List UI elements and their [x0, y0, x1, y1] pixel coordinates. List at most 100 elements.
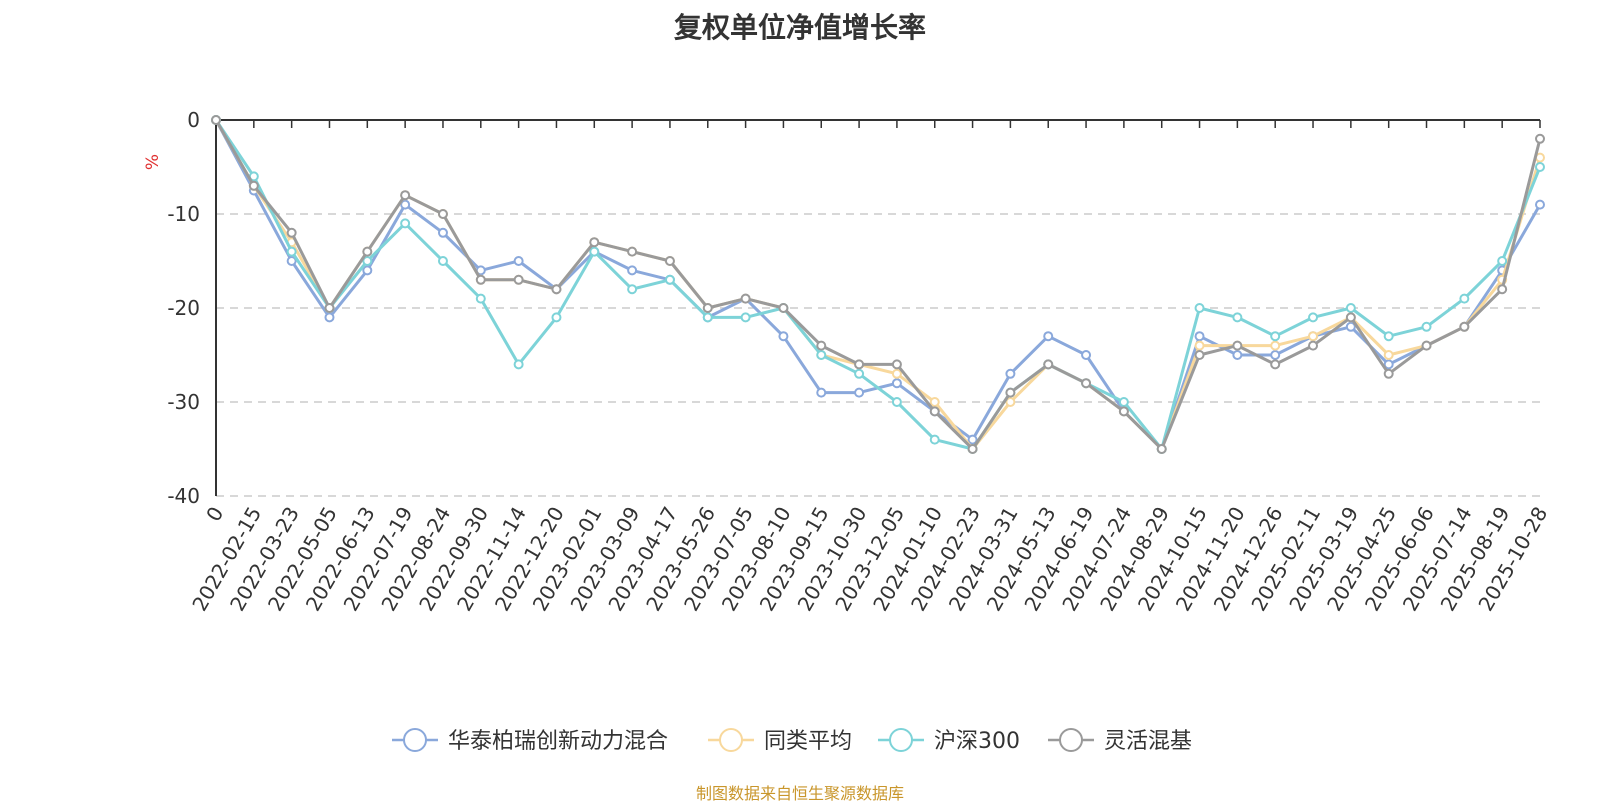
series-layer — [211, 115, 1545, 454]
data-point — [1156, 444, 1167, 454]
series-line-2 — [214, 119, 1542, 451]
data-point — [816, 350, 827, 360]
data-point — [1421, 321, 1432, 332]
data-point — [778, 331, 789, 342]
y-tick-label: -20 — [167, 296, 200, 320]
data-point — [702, 303, 713, 313]
y-tick-label: 0 — [187, 108, 200, 132]
data-point — [1118, 406, 1129, 417]
data-point — [286, 246, 297, 257]
data-point — [324, 312, 335, 323]
data-point — [778, 303, 789, 313]
data-point — [1421, 340, 1432, 351]
data-point — [929, 434, 940, 445]
data-point — [1232, 312, 1243, 323]
data-point — [1005, 387, 1016, 398]
data-point — [362, 265, 373, 276]
data-point — [248, 180, 259, 191]
data-point — [551, 284, 562, 295]
data-point — [1383, 331, 1394, 342]
data-point — [1383, 368, 1394, 379]
data-point — [437, 227, 448, 238]
data-point — [1005, 368, 1016, 379]
data-point — [627, 246, 638, 257]
data-point — [1345, 303, 1356, 313]
data-point — [1081, 350, 1092, 360]
data-point — [1535, 199, 1545, 210]
legend-marker — [403, 728, 427, 752]
data-point — [816, 387, 827, 398]
source-note: 制图数据来自恒生聚源数据库 — [695, 784, 904, 803]
data-point — [854, 368, 865, 379]
grid-lines — [216, 213, 1540, 497]
data-point — [854, 359, 865, 370]
data-point — [1194, 350, 1205, 360]
data-point — [551, 312, 562, 323]
data-point — [891, 378, 902, 389]
data-point — [286, 256, 297, 266]
data-point — [740, 293, 751, 304]
series-line-0 — [214, 119, 1542, 451]
data-point — [1459, 293, 1470, 304]
data-point — [664, 256, 675, 266]
data-point — [929, 406, 940, 417]
data-point — [513, 256, 524, 266]
data-point — [1232, 340, 1243, 351]
data-point — [324, 303, 335, 313]
data-point — [1118, 397, 1129, 407]
data-point — [1043, 331, 1054, 342]
data-point — [400, 199, 411, 210]
data-point — [1497, 256, 1508, 266]
data-point — [967, 444, 978, 454]
data-point — [1497, 284, 1508, 295]
data-point — [1232, 350, 1243, 360]
data-point — [967, 434, 978, 445]
data-point — [1383, 359, 1394, 370]
data-point — [1459, 321, 1470, 332]
series-line-1 — [214, 119, 1542, 451]
x-tick-label: 0 — [201, 503, 228, 526]
y-tick-label: -10 — [167, 202, 200, 226]
data-point — [891, 368, 902, 379]
data-point — [1081, 378, 1092, 389]
data-point — [627, 284, 638, 295]
data-point — [1308, 340, 1319, 351]
data-point — [929, 397, 940, 407]
y-tick-label: -40 — [167, 484, 200, 508]
legend-label: 同类平均 — [764, 729, 852, 754]
series-line-3 — [214, 119, 1542, 451]
data-point — [1308, 312, 1319, 323]
data-point — [1345, 321, 1356, 332]
data-point — [437, 209, 448, 219]
data-point — [1194, 303, 1205, 313]
data-point — [286, 227, 297, 238]
legend-label: 沪深300 — [934, 729, 1020, 754]
data-point — [475, 274, 486, 285]
data-point — [891, 397, 902, 407]
data-point — [437, 256, 448, 266]
data-point — [891, 359, 902, 370]
data-point — [1345, 312, 1356, 323]
data-point — [475, 293, 486, 304]
data-point — [400, 190, 411, 201]
data-point — [1005, 397, 1016, 407]
legend-marker — [889, 728, 913, 752]
data-point — [1270, 359, 1281, 370]
data-point — [589, 246, 600, 257]
data-point — [1270, 331, 1281, 342]
data-point — [664, 274, 675, 285]
chart-title: 复权单位净值增长率 — [673, 11, 926, 44]
data-point — [589, 237, 600, 248]
data-point — [1535, 133, 1545, 144]
legend-marker — [1059, 728, 1083, 752]
data-point — [1308, 331, 1319, 342]
data-point — [400, 218, 411, 229]
data-point — [702, 312, 713, 323]
data-point — [1194, 340, 1205, 351]
data-point — [362, 256, 373, 266]
legend: 华泰柏瑞创新动力混合 同类平均 沪深300 灵活混基 — [392, 728, 1192, 754]
data-point — [362, 246, 373, 257]
data-point — [211, 115, 221, 125]
data-point — [1535, 162, 1545, 172]
